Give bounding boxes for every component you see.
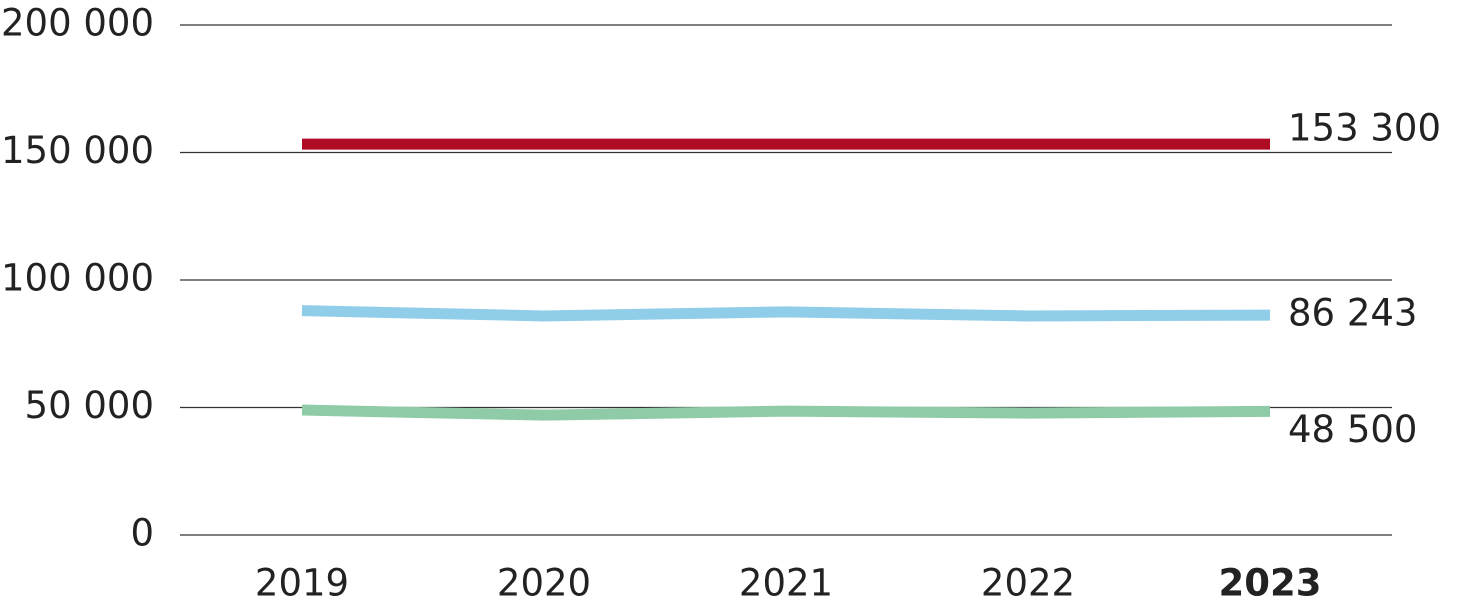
x-tick-label: 2021 <box>739 562 833 605</box>
series-line <box>301 305 1271 322</box>
y-tick-label: 0 <box>130 512 154 555</box>
x-tick-label: 2023 <box>1219 562 1322 605</box>
y-tick-label: 50 000 <box>25 384 154 427</box>
series-line <box>301 404 1271 421</box>
x-tick-label: 2019 <box>255 562 349 605</box>
value-label: 48 500 <box>1288 408 1417 451</box>
value-label: 86 243 <box>1288 292 1417 335</box>
value-label: 153 300 <box>1288 107 1441 150</box>
y-tick-label: 100 000 <box>1 257 154 300</box>
y-tick-label: 150 000 <box>1 129 154 172</box>
y-tick-label: 200 000 <box>1 2 154 45</box>
x-tick-label: 2022 <box>981 562 1075 605</box>
x-tick-label: 2020 <box>497 562 591 605</box>
